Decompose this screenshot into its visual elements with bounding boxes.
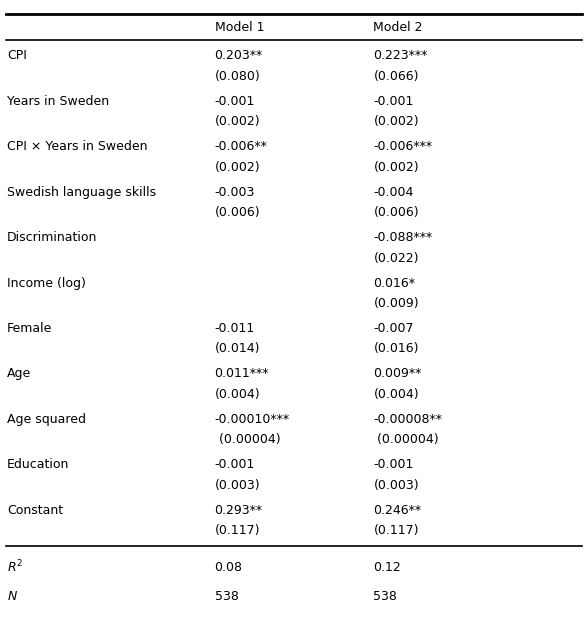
Text: CPI: CPI <box>7 50 27 62</box>
Text: Education: Education <box>7 458 69 471</box>
Text: -0.006***: -0.006*** <box>373 141 433 153</box>
Text: Constant: Constant <box>7 504 63 516</box>
Text: 0.009**: 0.009** <box>373 368 422 380</box>
Text: 0.016*: 0.016* <box>373 277 415 289</box>
Text: Age squared: Age squared <box>7 413 86 425</box>
Text: -0.00008**: -0.00008** <box>373 413 442 425</box>
Text: (0.014): (0.014) <box>215 343 260 355</box>
Text: Discrimination: Discrimination <box>7 231 98 244</box>
Text: (0.080): (0.080) <box>215 70 260 83</box>
Text: (0.004): (0.004) <box>373 388 419 401</box>
Text: -0.001: -0.001 <box>215 458 255 471</box>
Text: 538: 538 <box>215 590 239 603</box>
Text: $R^2$: $R^2$ <box>7 559 23 575</box>
Text: (0.00004): (0.00004) <box>373 434 439 446</box>
Text: -0.088***: -0.088*** <box>373 231 433 244</box>
Text: 538: 538 <box>373 590 397 603</box>
Text: Model 2: Model 2 <box>373 22 423 34</box>
Text: (0.002): (0.002) <box>373 116 419 128</box>
Text: 0.203**: 0.203** <box>215 50 263 62</box>
Text: -0.001: -0.001 <box>373 95 414 108</box>
Text: 0.293**: 0.293** <box>215 504 263 516</box>
Text: Swedish language skills: Swedish language skills <box>7 186 156 198</box>
Text: -0.006**: -0.006** <box>215 141 268 153</box>
Text: (0.022): (0.022) <box>373 252 419 264</box>
Text: (0.117): (0.117) <box>215 524 260 537</box>
Text: (0.006): (0.006) <box>215 207 260 219</box>
Text: Age: Age <box>7 368 31 380</box>
Text: 0.011***: 0.011*** <box>215 368 269 380</box>
Text: (0.117): (0.117) <box>373 524 419 537</box>
Text: (0.006): (0.006) <box>373 207 419 219</box>
Text: -0.003: -0.003 <box>215 186 255 198</box>
Text: (0.002): (0.002) <box>373 161 419 174</box>
Text: 0.12: 0.12 <box>373 560 401 573</box>
Text: 0.223***: 0.223*** <box>373 50 427 62</box>
Text: -0.00010***: -0.00010*** <box>215 413 290 425</box>
Text: -0.007: -0.007 <box>373 322 414 335</box>
Text: Female: Female <box>7 322 52 335</box>
Text: -0.011: -0.011 <box>215 322 255 335</box>
Text: 0.08: 0.08 <box>215 560 243 573</box>
Text: -0.001: -0.001 <box>215 95 255 108</box>
Text: (0.002): (0.002) <box>215 161 260 174</box>
Text: (0.002): (0.002) <box>215 116 260 128</box>
Text: Income (log): Income (log) <box>7 277 86 289</box>
Text: CPI × Years in Sweden: CPI × Years in Sweden <box>7 141 148 153</box>
Text: (0.066): (0.066) <box>373 70 419 83</box>
Text: Years in Sweden: Years in Sweden <box>7 95 109 108</box>
Text: -0.001: -0.001 <box>373 458 414 471</box>
Text: (0.009): (0.009) <box>373 297 419 310</box>
Text: Model 1: Model 1 <box>215 22 264 34</box>
Text: (0.003): (0.003) <box>215 479 260 491</box>
Text: (0.003): (0.003) <box>373 479 419 491</box>
Text: $N$: $N$ <box>7 590 18 603</box>
Text: (0.00004): (0.00004) <box>215 434 280 446</box>
Text: (0.004): (0.004) <box>215 388 260 401</box>
Text: 0.246**: 0.246** <box>373 504 422 516</box>
Text: -0.004: -0.004 <box>373 186 414 198</box>
Text: (0.016): (0.016) <box>373 343 419 355</box>
